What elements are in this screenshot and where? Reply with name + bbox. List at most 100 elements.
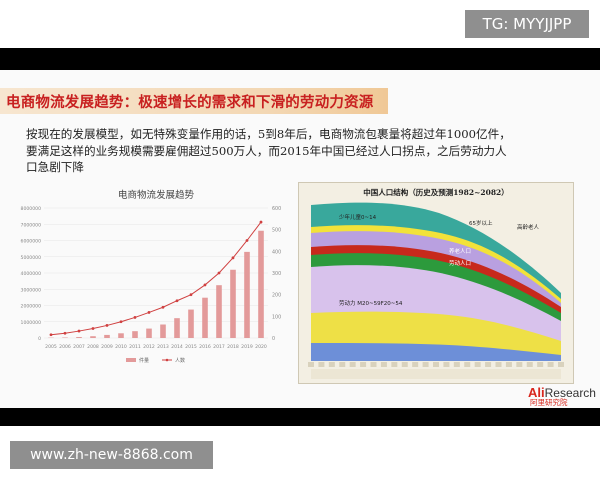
presentation-slide: 电商物流发展趋势：极速增长的需求和下滑的劳动力资源 按现在的发展模型，如无特殊变…	[0, 70, 600, 408]
x-tick	[495, 362, 502, 367]
x-tick	[464, 362, 471, 367]
line-point	[133, 316, 137, 319]
left-tick-label: 0	[38, 336, 41, 342]
title-banner: 电商物流发展趋势：极速增长的需求和下滑的劳动力资源	[0, 88, 388, 114]
x-tick	[443, 362, 450, 367]
watermark-bottom-badge: www.zh-new-8868.com	[10, 441, 213, 469]
bar	[132, 331, 138, 338]
x-tick	[547, 362, 554, 367]
label-retire: 养老人口	[449, 247, 471, 255]
left-tick-label: 7000000	[21, 222, 42, 228]
label-elderly: 高龄老人	[517, 223, 540, 231]
right-tick-label: 100	[272, 314, 281, 320]
chart-title: 电商物流发展趋势	[118, 189, 195, 201]
x-tick-label: 2008	[87, 344, 99, 350]
x-tick-label: 2007	[73, 344, 85, 350]
paragraph-line-3: 口急剧下降	[26, 160, 84, 174]
x-tick	[360, 362, 367, 367]
logo-ali: Ali	[528, 385, 545, 400]
right-tick-label: 600	[272, 206, 281, 212]
line-point	[63, 331, 67, 335]
line-point	[231, 256, 235, 260]
x-tick-label: 2020	[255, 344, 267, 350]
label-65plus: 65岁以上	[469, 219, 493, 227]
bar	[104, 334, 110, 338]
bar	[244, 251, 250, 338]
population-x-axis	[308, 362, 564, 367]
line-point	[203, 283, 207, 287]
bar	[174, 318, 180, 338]
bar	[118, 333, 124, 338]
bar	[230, 269, 236, 338]
x-tick	[401, 362, 408, 367]
bar	[216, 285, 222, 338]
logo-cn: 阿里研究院	[530, 398, 568, 407]
x-tick	[318, 362, 325, 367]
x-tick	[412, 362, 419, 367]
x-tick	[558, 362, 564, 367]
top-letterbox	[0, 48, 600, 70]
bar	[188, 309, 194, 338]
line-point	[147, 311, 151, 314]
x-tick-label: 2016	[199, 344, 211, 350]
left-tick-label: 3000000	[21, 287, 42, 293]
bar	[90, 336, 96, 338]
x-tick-label: 2014	[171, 344, 183, 350]
x-tick	[308, 362, 314, 367]
right-tick-label: 400	[272, 249, 281, 255]
right-tick-label: 0	[272, 336, 275, 342]
x-tick	[380, 362, 387, 367]
bar	[146, 328, 152, 338]
right-tick-label: 200	[272, 293, 281, 299]
band-blue-base	[311, 343, 561, 361]
x-tick	[349, 362, 356, 367]
line-point	[77, 329, 81, 333]
x-tick	[433, 362, 439, 367]
label-labor-force: 劳动力 M20~59F20~54	[339, 299, 403, 307]
left-tick-label: 6000000	[21, 239, 42, 245]
bar	[160, 324, 166, 338]
bar	[258, 230, 264, 338]
line-point	[189, 293, 193, 297]
left-tick-label: 5000000	[21, 255, 42, 261]
x-tick-label: 2018	[227, 344, 239, 350]
line-point	[259, 220, 263, 224]
x-tick-label: 2009	[101, 344, 113, 350]
left-tick-label: 2000000	[21, 304, 42, 310]
population-footnote	[311, 369, 561, 379]
logistics-trend-chart: 电商物流发展趋势 0 1000000 2000000 3000000 4000000 50…	[21, 189, 282, 364]
x-tick	[516, 362, 523, 367]
paragraph-line-1: 按现在的发展模型，如无特殊变量作用的话，5到8年后，电商物流包裹量将超过年100…	[26, 127, 511, 141]
legend-label-bar: 件量	[139, 357, 149, 364]
line-point	[245, 239, 249, 242]
right-tick-label: 300	[272, 271, 281, 277]
line-series	[50, 221, 262, 336]
slide-title: 电商物流发展趋势：极速增长的需求和下滑的劳动力资源	[6, 95, 374, 111]
legend-label-line: 人数	[175, 357, 185, 364]
x-tick-label: 2013	[157, 344, 169, 350]
x-tick	[339, 362, 346, 367]
x-tick	[537, 362, 544, 367]
x-tick	[453, 362, 460, 367]
population-structure-chart: 中国人口结构（历史及预测1982~2082） 少年儿童0~14 65岁以上 高龄…	[298, 182, 574, 384]
line-point	[175, 299, 179, 303]
x-tick	[370, 362, 377, 367]
x-tick	[505, 362, 512, 367]
bottom-letterbox	[0, 408, 600, 426]
x-tick-label: 2012	[143, 344, 155, 350]
bar	[76, 337, 82, 338]
left-tick-label: 8000000	[21, 206, 42, 212]
x-tick-label: 2015	[185, 344, 197, 350]
label-children: 少年儿童0~14	[339, 213, 377, 221]
x-tick-label: 2011	[129, 344, 141, 350]
x-tick	[474, 362, 481, 367]
slide-paragraph: 按现在的发展模型，如无特殊变量作用的话，5到8年后，电商物流包裹量将超过年100…	[26, 126, 566, 176]
x-tick	[485, 362, 492, 367]
left-tick-label: 1000000	[21, 320, 42, 326]
x-tick-label: 2006	[59, 344, 71, 350]
x-tick-label: 2005	[45, 344, 57, 350]
x-tick	[526, 362, 533, 367]
bar	[202, 297, 208, 338]
right-tick-label: 500	[272, 228, 281, 234]
x-tick-label: 2019	[241, 344, 253, 350]
